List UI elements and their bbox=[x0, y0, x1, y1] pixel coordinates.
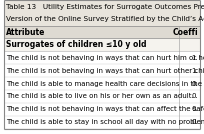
Bar bbox=[4, 26, 200, 38]
Text: 0.: 0. bbox=[192, 93, 198, 99]
Text: Surrogates of children ≤10 y old: Surrogates of children ≤10 y old bbox=[6, 40, 146, 49]
Text: Table 13   Utility Estimates for Surrogate Outcomes Prefere: Table 13 Utility Estimates for Surrogate… bbox=[6, 4, 204, 10]
Text: 0.: 0. bbox=[192, 119, 198, 125]
Text: 0.: 0. bbox=[192, 81, 198, 87]
Text: The child is able to live on his or her own as an adult.: The child is able to live on his or her … bbox=[6, 93, 193, 99]
Bar bbox=[4, 38, 200, 51]
Text: 1.: 1. bbox=[192, 68, 198, 74]
Bar bbox=[4, 0, 200, 26]
Text: Version of the Online Survey Stratified by the Child’s Age (n: Version of the Online Survey Stratified … bbox=[6, 15, 204, 22]
Text: The child is not behaving in ways that can affect the safety of: The child is not behaving in ways that c… bbox=[6, 106, 204, 112]
Bar bbox=[4, 116, 200, 129]
Text: The child is able to stay in school all day with no problems.: The child is able to stay in school all … bbox=[6, 119, 204, 125]
Bar bbox=[4, 64, 200, 77]
Text: The child is able to manage health care decisions in the future.: The child is able to manage health care … bbox=[6, 81, 204, 87]
Bar bbox=[4, 103, 200, 116]
Text: 0.: 0. bbox=[192, 106, 198, 112]
Text: Coeffi: Coeffi bbox=[173, 28, 198, 37]
Text: Attribute: Attribute bbox=[6, 28, 45, 37]
Bar bbox=[4, 51, 200, 64]
Text: The child is not behaving in ways that can hurt him or her.: The child is not behaving in ways that c… bbox=[6, 55, 204, 61]
Bar bbox=[4, 77, 200, 90]
Text: The child is not behaving in ways that can hurt other children.: The child is not behaving in ways that c… bbox=[6, 68, 204, 74]
Bar bbox=[4, 90, 200, 103]
Text: 1.: 1. bbox=[192, 55, 198, 61]
